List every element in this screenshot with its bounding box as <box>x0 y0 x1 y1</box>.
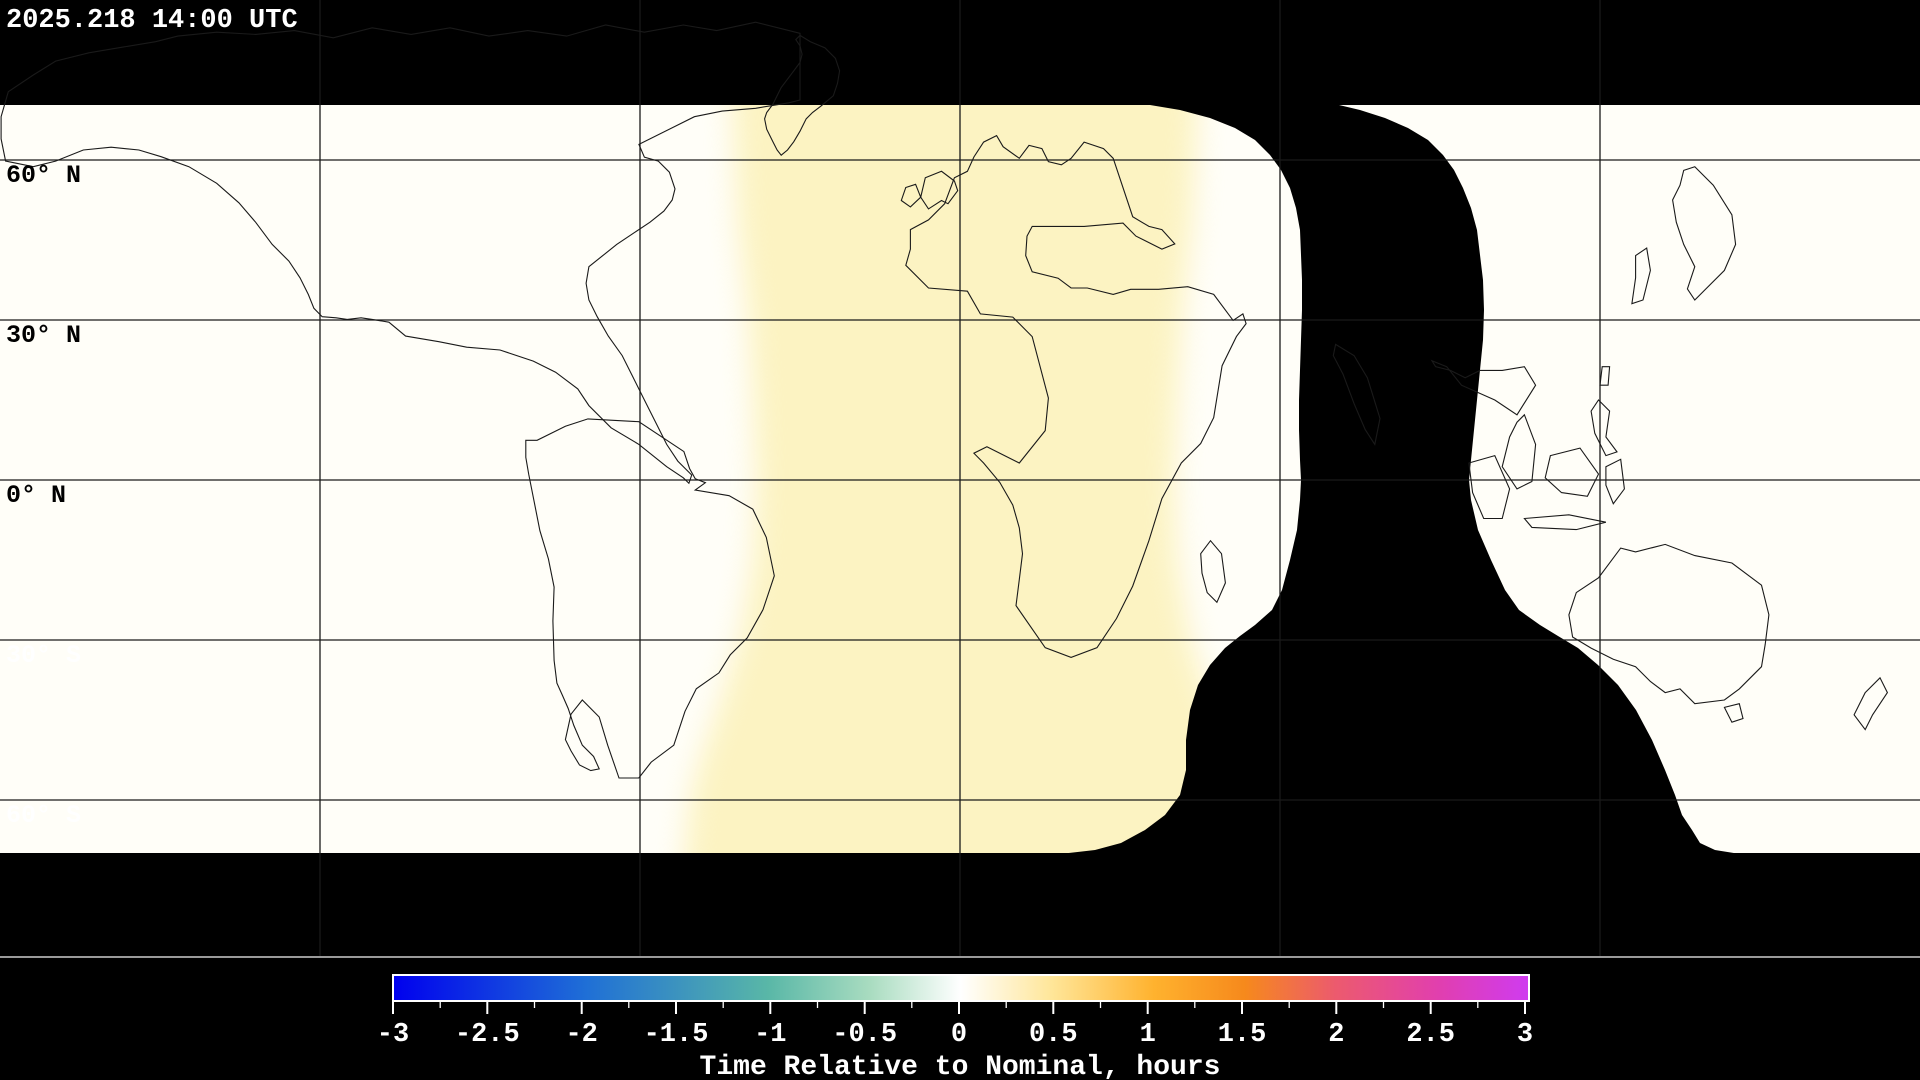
svg-text:0.5: 0.5 <box>1029 1020 1078 1050</box>
svg-text:-2: -2 <box>565 1020 597 1050</box>
svg-text:0: 0 <box>951 1020 967 1050</box>
svg-text:1: 1 <box>1140 1020 1156 1050</box>
svg-text:3: 3 <box>1517 1020 1533 1050</box>
svg-text:-0.5: -0.5 <box>832 1020 897 1050</box>
svg-text:30° N: 30° N <box>6 321 81 350</box>
svg-text:60° S: 60° S <box>6 801 81 830</box>
svg-text:-3: -3 <box>377 1020 409 1050</box>
svg-text:0° N: 0° N <box>6 481 66 510</box>
svg-text:-2.5: -2.5 <box>455 1020 520 1050</box>
svg-text:60° N: 60° N <box>6 161 81 190</box>
svg-text:2025.218 14:00 UTC: 2025.218 14:00 UTC <box>6 6 298 36</box>
svg-text:1.5: 1.5 <box>1218 1020 1267 1050</box>
svg-text:Time Relative to Nominal, hour: Time Relative to Nominal, hours <box>700 1052 1221 1080</box>
svg-text:2.5: 2.5 <box>1406 1020 1455 1050</box>
svg-text:-1.5: -1.5 <box>644 1020 709 1050</box>
svg-text:30° S: 30° S <box>6 641 81 670</box>
svg-text:-1: -1 <box>754 1020 786 1050</box>
svg-text:2: 2 <box>1328 1020 1344 1050</box>
